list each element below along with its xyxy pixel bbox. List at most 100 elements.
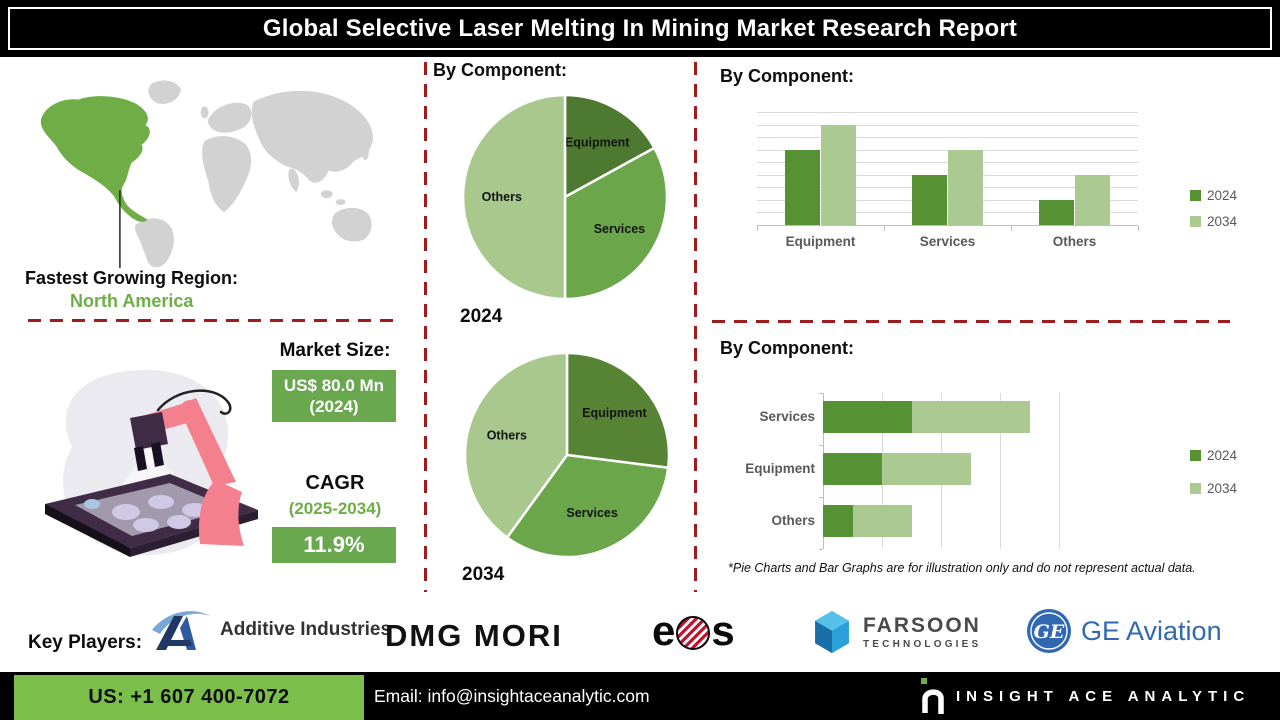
axis-tick <box>757 226 758 231</box>
axis-tick <box>1011 226 1012 231</box>
map-india <box>288 168 300 193</box>
hbar-chart-categories: Services Equipment Others <box>700 393 815 549</box>
insight-ace-logo-icon <box>921 678 944 714</box>
stone-1 <box>112 504 140 520</box>
map-asia <box>251 90 373 183</box>
pie-slice-label-others: Others <box>487 428 527 442</box>
bar-services-2034 <box>947 149 983 225</box>
bar-chart-categories: Equipment Services Others <box>757 234 1138 254</box>
hbar-segment-others-2024 <box>823 505 853 537</box>
map-japan <box>362 144 369 161</box>
cagr-value: 11.9% <box>303 532 365 557</box>
footer-brand-text: INSIGHT ACE ANALYTIC <box>956 687 1251 705</box>
legend-label-2024: 2024 <box>1207 188 1238 203</box>
hbar-category-label: Others <box>771 513 815 528</box>
footer-phone: US: +1 607 400-7072 <box>88 686 290 708</box>
logo-eos: e s <box>652 610 735 652</box>
ge-inner-ring <box>1030 612 1068 650</box>
legend-swatch-2034 <box>1190 483 1201 494</box>
axis-tick <box>819 445 823 446</box>
disclaimer-text: *Pie Charts and Bar Graphs are for illus… <box>728 561 1196 575</box>
farsoon-cube-right <box>832 620 849 654</box>
gridline <box>1000 393 1002 549</box>
logo-green-square <box>921 678 927 684</box>
axis-tick <box>1138 226 1139 231</box>
robot-arm-joint <box>180 400 200 420</box>
map-island-1 <box>320 190 333 199</box>
gripper-body <box>130 412 168 450</box>
axis-tick <box>819 497 823 498</box>
header-frame: Global Selective Laser Melting In Mining… <box>8 7 1272 50</box>
market-size-value-box: US$ 80.0 Mn (2024) <box>272 370 396 422</box>
footer-phone-box: US: +1 607 400-7072 <box>14 675 364 720</box>
divider-right-horizontal <box>712 320 1230 323</box>
hbar-category-label: Services <box>759 409 815 424</box>
eos-letter-s: s <box>711 607 735 654</box>
hbar-segment-equipment-2034 <box>882 453 971 485</box>
ge-circle <box>1027 609 1071 653</box>
divider-vertical-1 <box>424 62 427 592</box>
laser-melting-illustration <box>45 369 258 557</box>
additive-industries-icon <box>152 611 210 650</box>
pie-slice-label-equipment: Equipment <box>582 406 647 420</box>
gridline <box>757 137 1138 139</box>
ge-aviation-text: GE Aviation <box>1081 615 1222 646</box>
axis-tick <box>819 393 823 394</box>
map-greenland <box>148 80 181 104</box>
stone-5 <box>167 515 191 529</box>
farsoon-wordmark: FARSOON TECHNOLOGIES <box>863 614 981 650</box>
additive-swoosh <box>152 611 210 634</box>
ge-roundel-icon: GE <box>1027 609 1071 653</box>
bar-category-label: Equipment <box>785 234 856 249</box>
robot-arm-base <box>198 480 244 546</box>
divider-vertical-2 <box>694 62 697 592</box>
bar-category-label: Others <box>1052 234 1097 249</box>
bar-chart-plot <box>757 112 1139 231</box>
legend-label-2024: 2024 <box>1207 448 1238 463</box>
farsoon-cube-left <box>815 620 832 654</box>
pie-slice-label-services: Services <box>566 506 617 520</box>
market-size-value: US$ 80.0 Mn <box>283 375 385 395</box>
pie-slice-equipment <box>565 351 671 470</box>
hbar-segment-services-2034 <box>911 401 1030 433</box>
map-africa <box>202 136 252 212</box>
stone-4 <box>133 518 159 532</box>
stone-blue <box>84 499 100 509</box>
pie-section-title: By Component: <box>433 60 567 80</box>
pie-slice-services <box>505 453 670 559</box>
pie-slice-label-others: Others <box>482 190 522 204</box>
ge-monogram: GE <box>1034 621 1065 643</box>
hbar-category-label: Equipment <box>745 461 815 476</box>
map-europe <box>207 102 252 133</box>
eos-letter-e: e <box>652 607 676 654</box>
bar-others-2024 <box>1038 199 1074 225</box>
additive-industries-text: Additive Industries <box>220 619 392 640</box>
axis-tick <box>819 549 823 550</box>
hbar-segment-others-2034 <box>852 505 912 537</box>
pie-2024-year-label: 2024 <box>460 306 503 327</box>
bar-others-2034 <box>1074 174 1110 225</box>
bar-chart-title: By Component: <box>720 66 854 86</box>
pie-slice-others <box>461 93 567 301</box>
footer-email: Email: info@insightaceanalytic.com <box>374 685 650 706</box>
farsoon-cube-top <box>815 610 849 631</box>
pie-slice-services <box>563 146 669 301</box>
header-bar: Global Selective Laser Melting In Mining… <box>0 0 1280 57</box>
legend-swatch-2024 <box>1190 450 1201 461</box>
legend-item-2024: 2024 <box>1190 188 1270 203</box>
map-australia <box>331 207 372 242</box>
x-axis <box>757 225 1138 226</box>
pie-2034-year-label: 2034 <box>462 564 505 585</box>
gridline <box>1059 393 1061 549</box>
legend-label-2034: 2034 <box>1207 214 1238 229</box>
market-size-year: (2024) <box>309 397 359 416</box>
farsoon-cube-icon <box>815 610 849 654</box>
logo-dmg-mori: DMG MORI <box>385 618 563 653</box>
bar-equipment-2034 <box>820 124 856 225</box>
key-players-label: Key Players: <box>28 632 143 653</box>
additive-a-left <box>156 616 183 650</box>
logo-farsoon: FARSOON TECHNOLOGIES <box>810 608 981 656</box>
robot-cable <box>156 389 232 415</box>
stone-2 <box>148 495 174 509</box>
